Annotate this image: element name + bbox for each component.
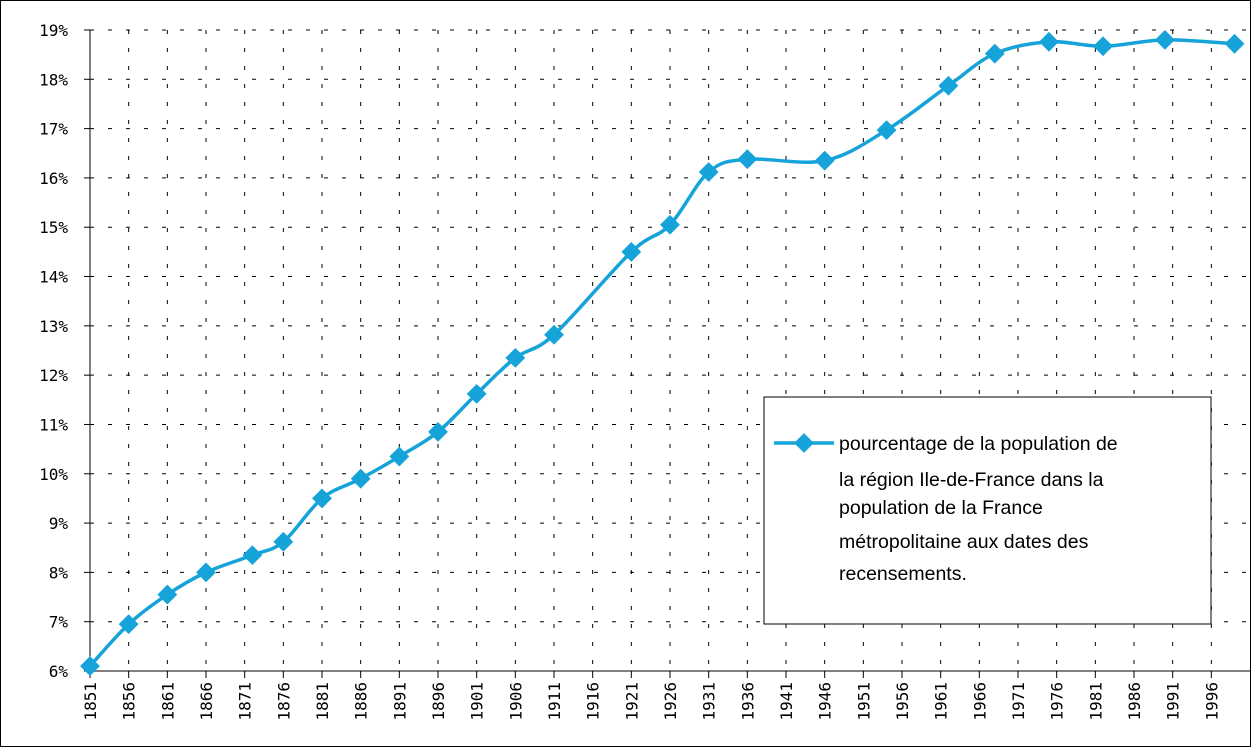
x-tick-label: 1926 [661,682,680,721]
data-point-marker [984,43,1005,64]
x-tick-label: 1971 [1009,682,1028,721]
y-tick-label: 10% [39,465,68,484]
y-tick-label: 13% [39,317,68,336]
y-tick-label: 6% [49,662,69,681]
x-tick-label: 1866 [197,682,216,721]
x-tick-label: 1921 [622,682,641,721]
x-tick-label: 1876 [274,682,293,721]
data-point-marker [273,531,294,552]
x-tick-label: 1966 [970,682,989,721]
y-tick-label: 7% [49,613,69,632]
data-point-marker [544,324,564,345]
y-tick-label: 8% [49,563,69,582]
x-tick-label: 1871 [236,682,255,721]
x-tick-label: 1991 [1164,682,1183,721]
y-tick-label: 9% [49,514,69,533]
y-tick-label: 12% [39,366,68,385]
data-point-marker [737,149,758,170]
grid-layer [89,29,1250,671]
x-tick-label: 1851 [81,682,100,721]
data-point-marker [876,120,897,140]
x-tick-label: 1906 [506,682,525,721]
legend-label-line-3: population de la France [839,497,1043,519]
data-point-marker [196,562,216,583]
legend-label-line-2: la région Ile-de-France dans la [839,469,1104,491]
y-tick-label: 14% [39,268,68,287]
y-tick-label: 11% [39,415,68,434]
legend-label-line-1: pourcentage de la population de [839,433,1118,455]
data-point-marker [1039,31,1059,52]
x-tick-label: 1856 [120,682,139,721]
x-tick-label: 1881 [313,682,332,721]
y-tick-label: 18% [39,70,68,89]
data-point-marker [814,150,835,171]
legend-label-line-4: métropolitaine aux dates des [839,531,1089,553]
legend: pourcentage de la population de la régio… [763,396,1212,625]
y-tick-label: 15% [39,218,68,237]
data-point-marker [389,446,410,467]
x-tick-label: 1891 [390,682,409,721]
y-tick-label: 16% [39,169,68,188]
x-tick-label: 1956 [893,682,912,721]
legend-label-line-5: recensements. [839,563,967,585]
legend-box [763,396,1212,625]
x-tick-label: 1941 [777,682,796,721]
x-tick-label: 1981 [1086,682,1105,721]
x-tick-label: 1931 [700,682,719,721]
x-tick-label: 1911 [545,682,564,721]
x-tick-label: 1961 [932,682,951,721]
x-tick-label: 1861 [158,682,177,721]
y-tick-label: 17% [39,120,68,139]
legend-marker-swatch [794,433,814,453]
x-tick-label: 1901 [468,682,487,721]
x-tick-label: 1916 [584,682,603,721]
data-point-marker [312,488,332,509]
data-point-marker [157,584,178,605]
x-tick-label: 1896 [429,682,448,721]
data-point-marker [1155,29,1175,50]
x-tick-label: 1996 [1202,682,1221,721]
x-tick-label: 1886 [352,682,371,721]
x-tick-label: 1976 [1048,682,1067,721]
data-point-marker [1093,36,1113,57]
data-point-marker [350,468,371,489]
x-tick-label: 1951 [854,682,873,721]
x-tick-label: 1946 [816,682,835,721]
x-tick-label: 1986 [1125,682,1144,721]
data-point-marker [242,545,263,566]
data-point-marker [1224,33,1245,54]
y-tick-label: 19% [39,21,68,40]
x-tick-label: 1936 [738,682,757,721]
data-point-marker [428,421,448,442]
data-point-marker [466,383,487,404]
